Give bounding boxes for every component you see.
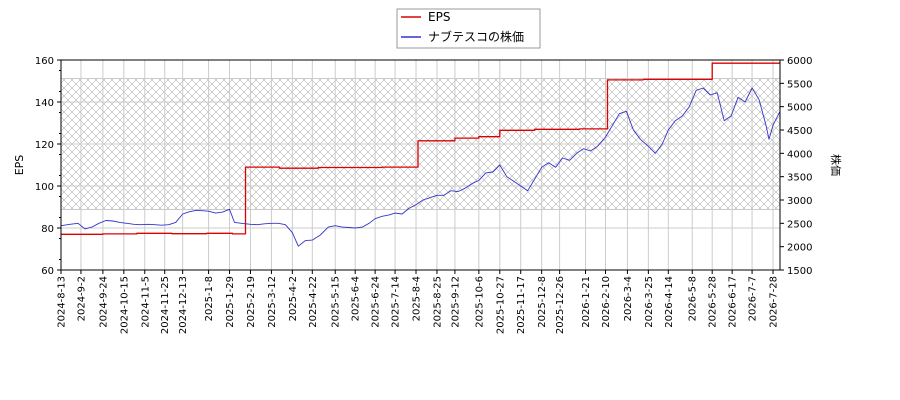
x-tick-label: 2025-10-6 bbox=[474, 276, 485, 328]
y-left-tick-label: 60 bbox=[41, 266, 54, 277]
x-tick-label: 2024-10-15 bbox=[119, 276, 130, 334]
stock-price-line bbox=[61, 87, 780, 247]
x-tick-label: 2025-7-14 bbox=[391, 276, 402, 328]
y-left-tick-label: 80 bbox=[41, 224, 54, 235]
x-tick-label: 2025-6-4 bbox=[351, 276, 362, 321]
plot-frame bbox=[60, 59, 781, 271]
x-tick-label: 2025-12-26 bbox=[555, 276, 566, 334]
y-right-tick-label: 5500 bbox=[787, 79, 812, 90]
y-left-tick-label: 100 bbox=[35, 182, 54, 193]
x-tick-label: 2025-11-17 bbox=[516, 276, 527, 334]
y-right-tick-label: 4000 bbox=[787, 149, 812, 160]
x-tick-label: 2025-4-22 bbox=[308, 276, 319, 328]
series-group bbox=[61, 62, 780, 247]
x-tick-label: 2025-8-4 bbox=[412, 276, 423, 321]
y-right-tick-label: 3000 bbox=[787, 196, 812, 207]
x-tick-label: 2026-7-7 bbox=[748, 276, 759, 321]
y-right-tick-label: 5000 bbox=[787, 103, 812, 114]
grid-lines bbox=[61, 60, 780, 270]
x-tick-label: 2025-4-2 bbox=[288, 276, 299, 321]
y-left-axis-title: EPS bbox=[13, 155, 26, 176]
x-tick-label: 2026-2-10 bbox=[601, 276, 612, 328]
x-tick-label: 2025-1-29 bbox=[225, 276, 236, 328]
x-tick-label: 2025-1-8 bbox=[204, 276, 215, 321]
x-tick-label: 2025-8-25 bbox=[432, 276, 443, 328]
legend-eps-label: EPS bbox=[428, 10, 450, 24]
y-left-tick-label: 140 bbox=[35, 98, 54, 109]
legend-box bbox=[396, 8, 541, 49]
x-tick-label: 2025-12-8 bbox=[537, 276, 548, 328]
x-tick-label: 2026-5-28 bbox=[708, 276, 719, 328]
y-right-tick-label: 3500 bbox=[787, 173, 812, 184]
x-tick-label: 2024-11-25 bbox=[160, 276, 171, 334]
x-tick-label: 2026-7-28 bbox=[769, 276, 780, 328]
x-tick-label: 2026-6-17 bbox=[728, 276, 739, 328]
x-tick-label: 2026-4-14 bbox=[664, 276, 675, 328]
legend: EPS ナブテスコの株価 bbox=[396, 8, 541, 49]
x-tick-label: 2026-5-8 bbox=[688, 276, 699, 321]
x-tick-label: 2024-12-13 bbox=[178, 276, 189, 334]
y-left-tick-label: 160 bbox=[35, 56, 54, 67]
x-tick-label: 2024-9-24 bbox=[98, 276, 109, 328]
y-right-tick-label: 4500 bbox=[787, 126, 812, 137]
x-tick-label: 2024-9-2 bbox=[76, 276, 87, 321]
x-tick-label: 2025-5-15 bbox=[331, 276, 342, 328]
y-right-tick-label: 2500 bbox=[787, 219, 812, 230]
legend-price-label: ナブテスコの株価 bbox=[428, 29, 524, 44]
x-tick-label: 2024-11-5 bbox=[140, 276, 151, 328]
y-left-tick-label: 120 bbox=[35, 140, 54, 151]
x-tick-label: 2025-6-24 bbox=[371, 276, 382, 328]
x-tick-label: 2026-1-21 bbox=[581, 276, 592, 328]
y-right-tick-label: 2000 bbox=[787, 243, 812, 254]
y-right-axis-title: 株価 bbox=[829, 154, 843, 176]
y-right-tick-label: 6000 bbox=[787, 56, 812, 67]
x-tick-label: 2026-3-4 bbox=[623, 276, 634, 321]
x-tick-label: 2025-9-12 bbox=[450, 276, 461, 328]
x-tick-label: 2025-10-27 bbox=[495, 276, 506, 334]
axes: 60 80 100 120 140 160 1500 2000 2500 3000 3500 4000… bbox=[35, 56, 813, 334]
x-tick-label: 2024-8-13 bbox=[57, 276, 68, 328]
x-tick-label: 2025-2-19 bbox=[246, 276, 257, 328]
eps-line bbox=[61, 62, 780, 235]
y-right-tick-label: 1500 bbox=[787, 266, 812, 277]
x-tick-label: 2026-3-25 bbox=[644, 276, 655, 328]
x-tick-label: 2025-3-12 bbox=[267, 276, 278, 328]
